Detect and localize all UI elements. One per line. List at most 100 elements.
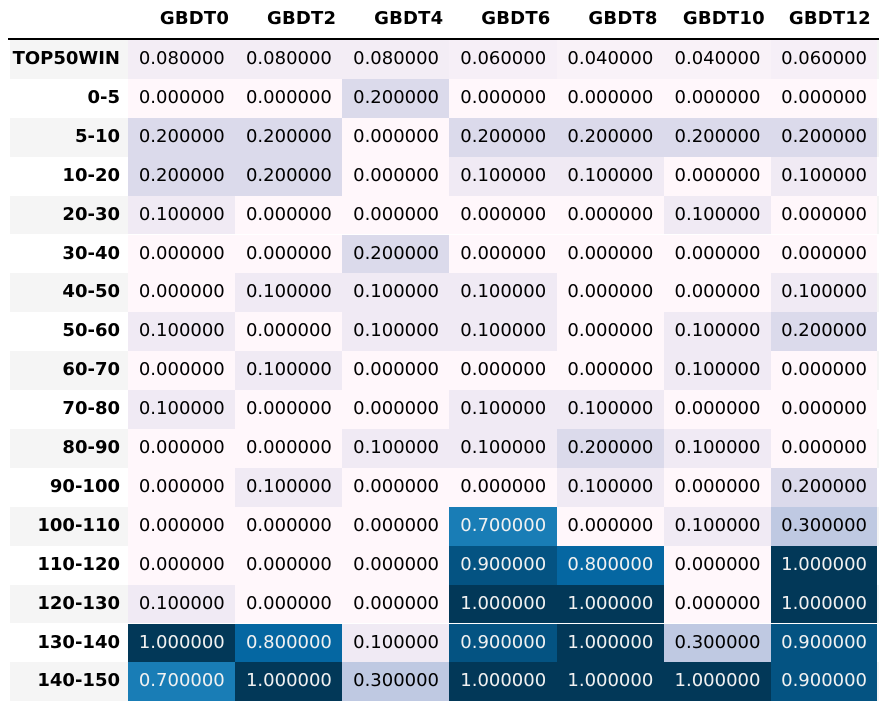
heatmap-cell: 0.100000 bbox=[449, 156, 558, 196]
heatmap-cell: 0.040000 bbox=[556, 40, 665, 79]
heatmap-cell: 0.000000 bbox=[342, 156, 450, 196]
heatmap-cell: 0.100000 bbox=[663, 312, 772, 352]
heatmap-cell: 0.000000 bbox=[449, 78, 558, 118]
table-row: TOP50WIN 0.080000 0.080000 0.080000 0.060000… bbox=[0, 40, 887, 79]
row-label: 0-5 bbox=[87, 86, 120, 108]
column-header: GBDT0 bbox=[159, 8, 230, 29]
heatmap-cell: 0.100000 bbox=[128, 195, 236, 235]
heatmap-cell: 0.300000 bbox=[770, 506, 878, 546]
row-label: 120-130 bbox=[37, 592, 120, 614]
heatmap-cell: 0.100000 bbox=[663, 351, 772, 391]
heatmap-cell: 0.000000 bbox=[556, 351, 665, 391]
table-row: 110-120 0.000000 0.000000 0.000000 0.900000 0… bbox=[0, 545, 887, 585]
heatmap-cell: 0.000000 bbox=[449, 467, 558, 507]
heatmap-cell: 0.700000 bbox=[128, 662, 236, 701]
heatmap-cell: 0.200000 bbox=[770, 467, 878, 507]
row-label: 80-90 bbox=[62, 437, 120, 458]
row-label: 110-120 bbox=[37, 553, 120, 575]
heatmap-cell: 1.000000 bbox=[770, 545, 878, 585]
heatmap-cell: 0.100000 bbox=[770, 156, 878, 196]
heatmap-cell: 0.000000 bbox=[663, 467, 772, 507]
heatmap-cell: 0.000000 bbox=[663, 390, 772, 429]
heatmap-cell: 0.200000 bbox=[449, 117, 558, 157]
row-label: 140-150 bbox=[37, 670, 120, 692]
table-row: 30-40 0.000000 0.000000 0.200000 0.000000 0.0… bbox=[0, 234, 887, 274]
table-row: 70-80 0.100000 0.000000 0.000000 0.100000 0.1… bbox=[0, 390, 887, 429]
table-row: 0-5 0.000000 0.000000 0.200000 0.000000 0.000… bbox=[0, 78, 887, 118]
row-label: 60-70 bbox=[62, 359, 120, 381]
heatmap-cell: 0.100000 bbox=[556, 467, 665, 507]
table-row: 130-140 1.000000 0.800000 0.100000 0.900000 1… bbox=[0, 623, 887, 663]
heatmap-cell: 0.000000 bbox=[342, 351, 450, 391]
heatmap-cell: 0.000000 bbox=[663, 545, 772, 585]
heatmap-cell: 0.000000 bbox=[556, 273, 665, 313]
heatmap-cell: 0.200000 bbox=[235, 156, 343, 196]
heatmap-cell: 1.000000 bbox=[556, 584, 665, 624]
heatmap-cell: 0.100000 bbox=[663, 195, 772, 235]
heatmap-cell: 0.000000 bbox=[128, 351, 236, 391]
heatmap-cell: 0.100000 bbox=[449, 429, 558, 468]
column-header: GBDT2 bbox=[267, 8, 337, 29]
heatmap-cell: 0.000000 bbox=[235, 429, 343, 468]
heatmap-cell: 0.100000 bbox=[342, 273, 450, 313]
heatmap-cell: 1.000000 bbox=[449, 584, 558, 624]
heatmap-cell: 0.000000 bbox=[128, 545, 236, 585]
heatmap-cell: 0.900000 bbox=[770, 623, 878, 663]
heatmap-cell: 0.060000 bbox=[770, 40, 878, 79]
row-label: 5-10 bbox=[74, 125, 120, 147]
heatmap-cell: 0.000000 bbox=[663, 78, 772, 118]
heatmap-cell: 0.900000 bbox=[449, 623, 558, 663]
heatmap-cell: 0.700000 bbox=[449, 506, 558, 546]
heatmap-cell: 0.100000 bbox=[128, 584, 236, 624]
table-row: 140-150 0.700000 1.000000 0.300000 1.000000 1… bbox=[0, 662, 887, 701]
heatmap-cell: 0.000000 bbox=[235, 390, 343, 429]
heatmap-cell: 0.000000 bbox=[342, 506, 450, 546]
heatmap-cell: 0.200000 bbox=[128, 156, 236, 196]
heatmap-cell: 0.800000 bbox=[235, 623, 343, 663]
heatmap-cell: 0.000000 bbox=[449, 351, 558, 391]
heatmap-cell: 0.200000 bbox=[770, 117, 878, 157]
heatmap-cell: 0.000000 bbox=[128, 234, 236, 274]
heatmap-cell: 0.000000 bbox=[663, 234, 772, 274]
heatmap-cell: 0.900000 bbox=[449, 545, 558, 585]
heatmap-cell: 0.100000 bbox=[556, 156, 665, 196]
heatmap-cell: 0.100000 bbox=[235, 273, 343, 313]
table-row: 50-60 0.100000 0.000000 0.100000 0.100000 0.0… bbox=[0, 312, 887, 352]
heatmap-cell: 0.200000 bbox=[770, 312, 878, 352]
row-label: 30-40 bbox=[62, 242, 120, 264]
heatmap-cell: 0.000000 bbox=[556, 312, 665, 352]
row-label: 10-20 bbox=[62, 164, 120, 186]
table-row: 60-70 0.000000 0.100000 0.000000 0.000000 0.0… bbox=[0, 351, 887, 391]
heatmap-cell: 0.000000 bbox=[235, 545, 343, 585]
heatmap-cell: 0.000000 bbox=[128, 429, 236, 468]
heatmap-cell: 0.000000 bbox=[235, 312, 343, 352]
heatmap-cell: 0.200000 bbox=[556, 117, 665, 157]
heatmap-cell: 0.000000 bbox=[449, 234, 558, 274]
table-row: 40-50 0.000000 0.100000 0.100000 0.100000 0.0… bbox=[0, 273, 887, 313]
heatmap-cell: 0.040000 bbox=[663, 40, 772, 79]
heatmap-cell: 0.000000 bbox=[128, 78, 236, 118]
heatmap-cell: 0.300000 bbox=[663, 623, 772, 663]
heatmap-cell: 0.080000 bbox=[342, 40, 450, 79]
table-row: 80-90 0.000000 0.000000 0.100000 0.100000 0.2… bbox=[0, 429, 887, 468]
heatmap-cell: 0.000000 bbox=[449, 195, 558, 235]
heatmap-cell: 0.100000 bbox=[556, 390, 665, 429]
heatmap-cell: 0.100000 bbox=[449, 312, 558, 352]
heatmap-cell: 1.000000 bbox=[449, 662, 558, 701]
heatmap-cell: 0.200000 bbox=[235, 117, 343, 157]
heatmap-cell: 0.000000 bbox=[663, 584, 772, 624]
table-row: 5-10 0.200000 0.200000 0.000000 0.200000 0.20… bbox=[0, 117, 887, 157]
heatmap-cell: 0.100000 bbox=[235, 351, 343, 391]
heatmap-cell: 0.000000 bbox=[235, 506, 343, 546]
heatmap-cell: 0.100000 bbox=[663, 506, 772, 546]
heatmap-cell: 1.000000 bbox=[770, 584, 878, 624]
heatmap-cell: 0.000000 bbox=[556, 234, 665, 274]
heatmap-cell: 0.100000 bbox=[770, 273, 878, 313]
row-label: 20-30 bbox=[62, 203, 120, 225]
heatmap-cell: 1.000000 bbox=[128, 623, 236, 663]
heatmap-cell: 0.000000 bbox=[770, 351, 878, 391]
heatmap-cell: 0.000000 bbox=[128, 467, 236, 507]
row-label: 90-100 bbox=[49, 475, 120, 497]
table-row: 100-110 0.000000 0.000000 0.000000 0.700000 0… bbox=[0, 506, 887, 546]
